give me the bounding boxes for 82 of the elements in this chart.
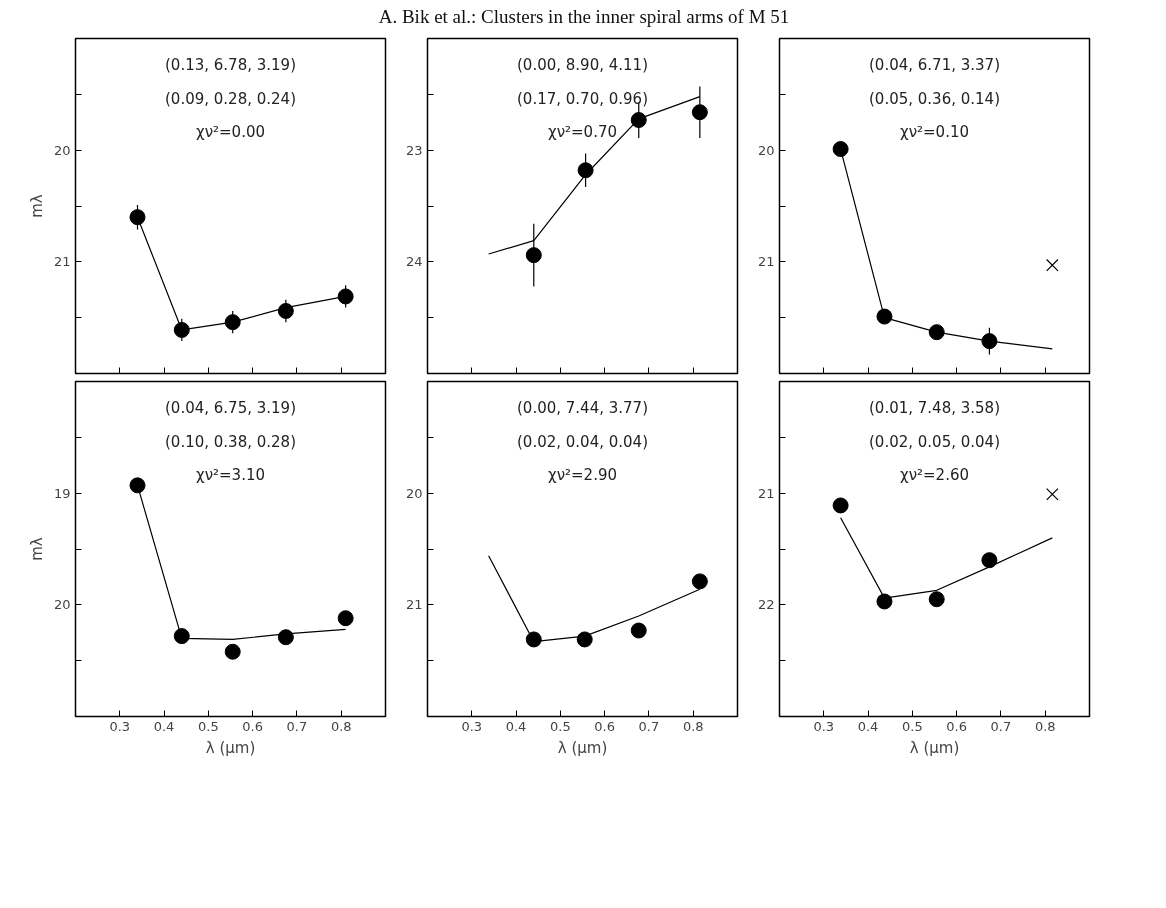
y-tick-label: 21 (53, 254, 71, 270)
point (1046, 488, 1059, 501)
annotation: (0.04, 6.71, 3.37) (869, 56, 1000, 75)
x-tick-label: 0.4 (505, 718, 527, 734)
point (173, 321, 190, 338)
x-tick-label: 0.6 (242, 718, 263, 734)
point (337, 610, 354, 627)
point (981, 552, 998, 569)
x-tick-label: 0.6 (946, 718, 967, 734)
y-tick-label: 21 (757, 485, 775, 501)
point (577, 162, 594, 179)
y-tick-label: 21 (405, 597, 423, 613)
point (928, 324, 945, 341)
y-tick-label: 19 (53, 485, 71, 501)
y-tick-label: 20 (53, 597, 71, 613)
annotation: (0.00, 8.90, 4.11) (517, 56, 648, 75)
x-tick-label: 0.7 (990, 718, 1012, 734)
point (576, 631, 593, 648)
annotation: (0.10, 0.38, 0.28) (165, 432, 296, 451)
annotation: χν²=0.00 (195, 123, 266, 142)
point (525, 631, 542, 648)
x-tick-label: 0.8 (682, 718, 704, 734)
annotation: χν²=0.70 (547, 123, 618, 142)
x-tick-label: 0.4 (153, 718, 175, 734)
x-tick-label: 0.3 (109, 718, 131, 734)
point (129, 209, 146, 226)
annotation: χν²=0.10 (899, 123, 970, 142)
point (691, 573, 708, 590)
annotation: χν²=3.10 (195, 466, 266, 485)
annotation: (0.00, 7.44, 3.77) (517, 399, 648, 418)
annotation: χν²=2.90 (547, 466, 618, 485)
y-tick-label: 24 (405, 254, 423, 270)
point (224, 314, 241, 331)
x-tick-label: 0.5 (550, 718, 571, 734)
x-tick-label: 0.5 (902, 718, 923, 734)
x-tick-label: 0.3 (813, 718, 835, 734)
chart-title: A. Bik et al.: Clusters in the inner spiral arms of M 51 (378, 5, 790, 29)
point (630, 112, 647, 128)
x-tick-label: 0.8 (330, 718, 352, 734)
point (1046, 258, 1059, 272)
point (277, 629, 294, 646)
point (337, 288, 354, 305)
point (876, 593, 893, 610)
point (691, 104, 708, 121)
point (832, 497, 849, 514)
x-tick-label: 0.8 (1034, 718, 1056, 734)
x-axis-title: λ (μm) (557, 738, 608, 757)
x-tick-label: 0.7 (638, 718, 660, 734)
annotation: (0.02, 0.05, 0.04) (869, 432, 1000, 451)
y-tick-label: 20 (53, 142, 71, 158)
y-tick-label: 20 (405, 485, 423, 501)
x-tick-label: 0.7 (286, 718, 308, 734)
annotation: (0.04, 6.75, 3.19) (165, 399, 296, 418)
annotation: (0.02, 0.04, 0.04) (517, 432, 648, 451)
point (928, 591, 945, 608)
x-tick-label: 0.6 (594, 718, 615, 734)
y-tick-label: 23 (405, 142, 423, 158)
point (173, 628, 190, 645)
y-tick-label: 22 (757, 597, 775, 613)
point (129, 477, 146, 494)
point (832, 141, 849, 158)
y-axis-title: mλ (27, 194, 46, 218)
x-axis-title: λ (μm) (909, 738, 960, 757)
point (277, 302, 294, 319)
annotation: (0.17, 0.70, 0.96) (517, 89, 648, 108)
y-tick-label: 21 (757, 254, 775, 270)
x-tick-label: 0.3 (461, 718, 483, 734)
x-axis-title: λ (μm) (205, 738, 256, 757)
point (224, 643, 241, 660)
annotation: (0.09, 0.28, 0.24) (165, 89, 296, 108)
annotation: (0.01, 7.48, 3.58) (869, 399, 1000, 418)
point (981, 333, 998, 350)
x-tick-label: 0.5 (198, 718, 219, 734)
annotation: χν²=2.60 (899, 466, 970, 485)
x-tick-label: 0.4 (857, 718, 879, 734)
annotation: (0.05, 0.36, 0.14) (869, 89, 1000, 108)
annotation: (0.13, 6.78, 3.19) (165, 56, 296, 75)
point (876, 308, 893, 325)
point (525, 247, 542, 264)
point (630, 622, 647, 639)
y-axis-title: mλ (27, 537, 46, 561)
y-tick-label: 20 (757, 142, 775, 158)
